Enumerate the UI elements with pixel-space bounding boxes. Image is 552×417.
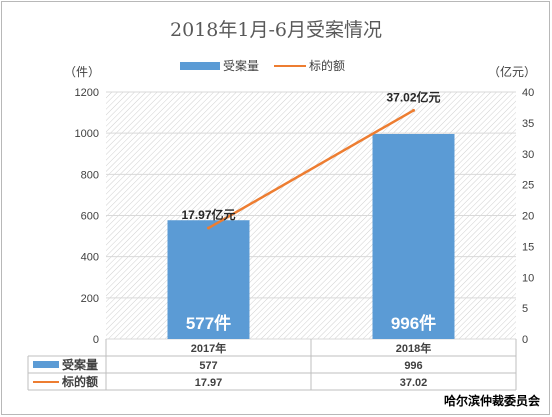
left-tick-label: 600	[81, 211, 99, 223]
table-cell: 17.97	[195, 377, 223, 389]
table-cell: 577	[199, 360, 217, 372]
category-label: 2017年	[191, 341, 226, 355]
left-axis-ticks: 0 200 400 600 800 1000 1200	[75, 87, 99, 346]
right-tick-label: 25	[522, 180, 534, 192]
right-tick-label: 0	[522, 334, 528, 346]
right-tick-label: 15	[522, 241, 534, 253]
table-key-bar	[33, 361, 59, 368]
right-tick-label: 20	[522, 211, 534, 223]
left-axis-unit: （件）	[64, 65, 100, 79]
left-tick-label: 800	[81, 169, 99, 181]
table-cell: 996	[404, 360, 422, 372]
category-label: 2018年	[396, 341, 431, 355]
right-tick-label: 40	[522, 87, 534, 99]
line-point	[412, 108, 415, 112]
table-row-label: 受案量	[62, 357, 98, 372]
bar-value-label: 996件	[391, 313, 436, 333]
bar	[167, 220, 250, 339]
bar-value-label: 577件	[186, 313, 231, 333]
legend: 受案量 标的额	[180, 58, 345, 73]
line-value-label: 17.97亿元	[181, 207, 235, 222]
left-tick-label: 400	[81, 252, 99, 264]
legend-label-bar: 受案量	[223, 58, 259, 73]
legend-label-line: 标的额	[309, 58, 345, 73]
table-cell: 37.02	[400, 377, 428, 389]
left-tick-label: 1200	[75, 87, 99, 99]
left-tick-label: 0	[93, 334, 99, 346]
right-tick-label: 5	[522, 303, 528, 315]
left-tick-label: 1000	[75, 128, 99, 140]
line-path	[207, 109, 415, 230]
left-tick-label: 200	[81, 293, 99, 305]
footer-org: 哈尔滨仲裁委员会	[444, 393, 541, 408]
line-series: 17.97亿元 37.02亿元	[181, 89, 441, 230]
right-axis-unit: （亿元）	[488, 64, 536, 79]
right-tick-label: 30	[522, 149, 534, 161]
chart-title: 2018年1月-6月受案情况	[170, 19, 382, 41]
table-row-label: 标的额	[61, 374, 98, 389]
bars: 577件 996件	[167, 133, 455, 339]
right-tick-label: 10	[522, 272, 534, 284]
bar	[372, 133, 455, 339]
right-tick-label: 35	[522, 118, 534, 130]
line-value-label: 37.02亿元	[386, 89, 440, 104]
legend-swatch-bar	[180, 62, 220, 70]
right-axis-ticks: 0 5 10 15 20 25 30 35 40	[522, 87, 534, 346]
line-point	[207, 226, 210, 230]
